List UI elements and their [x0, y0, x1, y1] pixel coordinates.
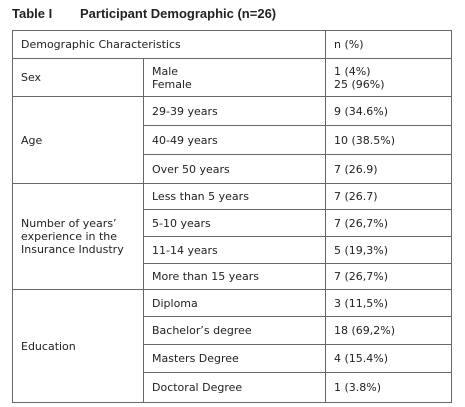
table-label: Table I: [12, 6, 53, 21]
table-title: Table I Participant Demographic (n=26): [12, 6, 276, 21]
header-cell: Demographic Characteristics: [12, 30, 326, 59]
item-value: 7 (26,7%): [325, 263, 452, 290]
row: 5-10 years 7 (26,7%): [13, 209, 452, 237]
item-label: Less than 5 years: [143, 183, 326, 210]
item-label: Female: [152, 77, 192, 91]
item-label: Bachelor’s degree: [143, 316, 326, 345]
item-label: Doctoral Degree: [143, 372, 326, 403]
row: Over 50 years 7 (26.9): [13, 154, 452, 184]
item-value: 7 (26,7%): [325, 209, 452, 237]
group-label: Age: [12, 96, 144, 184]
item-value: 7 (26.7): [325, 183, 452, 210]
item-value: 3 (11,5%): [325, 289, 452, 317]
item-value: 4 (15.4%): [325, 344, 452, 373]
value-cell: 1 (4%) 25 (96%): [325, 58, 452, 97]
row: More than 15 years 7 (26,7%): [13, 263, 452, 290]
row: Bachelor’s degree 18 (69,2%): [13, 316, 452, 345]
item-value: 25 (96%): [334, 77, 385, 91]
group-label: Education: [12, 289, 144, 403]
header-row: Demographic Characteristics n (%): [12, 30, 452, 59]
row: 11-14 years 5 (19,3%): [13, 236, 452, 264]
item-label: Masters Degree: [143, 344, 326, 373]
row: Masters Degree 4 (15.4%): [13, 344, 452, 373]
item-label: 40-49 years: [143, 125, 326, 155]
item-value: 9 (34.6%): [325, 96, 452, 126]
group-label: Number of years’ experience in the Insur…: [12, 183, 144, 290]
row: Education Diploma 3 (11,5%): [12, 289, 452, 403]
table-caption: Participant Demographic (n=26): [80, 6, 277, 21]
item-value: 10 (38.5%): [325, 125, 452, 155]
item-value: 7 (26.9): [325, 154, 452, 184]
header-cell: n (%): [325, 30, 452, 59]
row: Age 29-39 years 9 (34.6%): [12, 96, 452, 184]
item-label: More than 15 years: [143, 263, 326, 290]
row: Number of years’ experience in the Insur…: [12, 183, 452, 290]
item-label: 29-39 years: [143, 96, 326, 126]
item-value: 1 (3.8%): [325, 372, 452, 403]
item-label: Male: [152, 64, 179, 78]
item-value: 18 (69,2%): [325, 316, 452, 345]
row: 40-49 years 10 (38.5%): [13, 125, 452, 155]
table: Demographic Characteristics n (%) Sex Male…: [12, 30, 452, 403]
row: Doctoral Degree 1 (3.8%): [13, 372, 452, 403]
item-label: 5-10 years: [143, 209, 326, 237]
row: Sex Male Female 1 (4%) 25 (96%): [12, 58, 452, 97]
item-cell: Male Female: [143, 58, 326, 97]
item-value: 5 (19,3%): [325, 236, 452, 264]
item-label: 11-14 years: [143, 236, 326, 264]
item-label: Diploma: [143, 289, 326, 317]
item-label: Over 50 years: [143, 154, 326, 184]
group-label: Sex: [12, 58, 144, 97]
item-value: 1 (4%): [334, 64, 371, 78]
